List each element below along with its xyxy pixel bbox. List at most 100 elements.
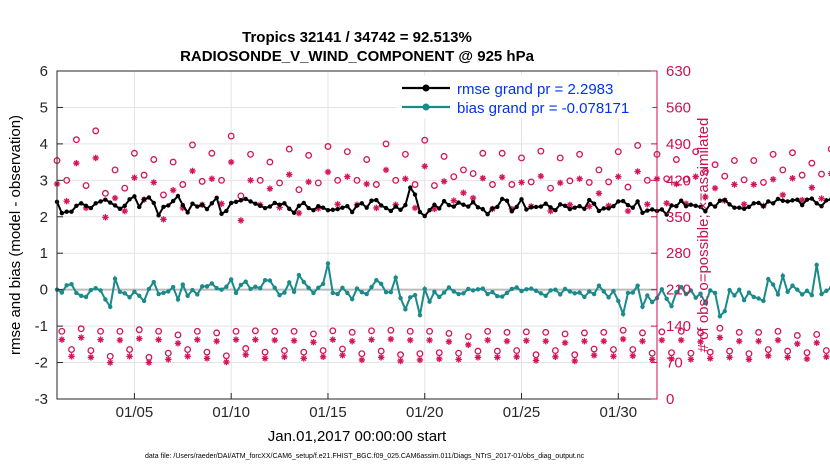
- obs-assimilated-point: [740, 201, 748, 208]
- bias-point: [587, 289, 592, 294]
- bias-point: [625, 290, 631, 296]
- obs-assimilated-point: [784, 354, 791, 361]
- obs-possible-point: [789, 149, 796, 157]
- bias-point: [616, 298, 621, 304]
- bias-point: [577, 290, 582, 295]
- obs-possible-point: [822, 347, 830, 355]
- obs-possible-point: [503, 328, 511, 336]
- rmse-point: [398, 207, 403, 213]
- obs-assimilated-point: [581, 338, 588, 345]
- rmse-point: [59, 210, 65, 216]
- obs-assimilated-point: [218, 200, 225, 207]
- legend-bias-marker: [422, 103, 430, 111]
- obs-possible-point: [121, 184, 129, 192]
- bias-point: [258, 286, 263, 291]
- rmse-point: [664, 212, 669, 217]
- rmse-point: [340, 205, 345, 210]
- obs-possible-point: [324, 143, 332, 150]
- bias-point: [137, 293, 142, 299]
- obs-possible-point: [735, 328, 743, 336]
- rmse-point: [620, 198, 626, 204]
- obs-possible-point: [218, 176, 225, 184]
- obs-assimilated-point: [252, 336, 259, 343]
- obs-possible-point: [411, 181, 419, 188]
- obs-assimilated-stroke: [281, 354, 288, 360]
- obs-possible-point: [106, 352, 114, 360]
- obs-possible-point: [97, 327, 104, 335]
- obs-possible-point: [372, 181, 380, 188]
- bias-point: [683, 291, 689, 297]
- obs-assimilated-point: [145, 359, 153, 366]
- obs-possible-point: [319, 347, 327, 355]
- obs-possible-point: [827, 145, 830, 153]
- obs-assimilated-point: [808, 184, 816, 191]
- obs-assimilated-point: [702, 193, 709, 201]
- bias-point: [751, 294, 756, 300]
- obs-possible-point: [174, 331, 182, 339]
- obs-assimilated-point: [673, 180, 680, 188]
- rmse-point: [799, 202, 805, 208]
- obs-possible-point: [295, 186, 303, 194]
- obs-assimilated-stroke: [59, 336, 65, 343]
- obs-assimilated-point: [208, 175, 216, 182]
- obs-assimilated-stroke: [334, 201, 341, 207]
- obs-assimilated-stroke: [518, 179, 525, 186]
- bias-point: [378, 281, 384, 287]
- obs-assimilated-stroke: [93, 155, 99, 161]
- obs-assimilated-stroke: [446, 339, 452, 345]
- obs-assimilated-point: [194, 336, 201, 343]
- rmse-point: [349, 209, 355, 215]
- obs-assimilated-point: [474, 354, 482, 361]
- obs-assimilated-stroke: [770, 176, 776, 182]
- bias-point: [674, 290, 679, 295]
- rmse-point: [432, 202, 437, 207]
- rmse-point: [524, 207, 529, 212]
- obs-assimilated-stroke: [513, 354, 520, 360]
- obs-assimilated-point: [77, 334, 85, 341]
- bias-point: [533, 288, 539, 293]
- rmse-point: [253, 201, 258, 206]
- obs-assimilated-stroke: [63, 198, 70, 204]
- obs-assimilated-stroke: [388, 336, 394, 342]
- obs-assimilated-stroke: [426, 337, 433, 343]
- obs-possible-point: [140, 171, 148, 179]
- obs-assimilated-stroke: [504, 338, 510, 344]
- obs-assimilated-stroke: [417, 357, 423, 363]
- obs-assimilated-stroke: [431, 206, 438, 212]
- obs-assimilated-stroke: [204, 355, 210, 362]
- obs-assimilated-stroke: [755, 338, 762, 344]
- obs-assimilated-stroke: [499, 174, 505, 180]
- rmse-point: [741, 206, 747, 211]
- obs-possible-point: [329, 327, 337, 335]
- obs-assimilated-point: [523, 337, 530, 344]
- bias-point: [156, 291, 161, 297]
- bias-point: [809, 292, 815, 298]
- obs-assimilated-stroke: [615, 173, 621, 180]
- obs-assimilated-point: [227, 158, 235, 166]
- obs-assimilated-point: [281, 353, 288, 361]
- obs-possible-point: [416, 350, 424, 358]
- obs-assimilated-stroke: [247, 177, 254, 184]
- right-tick-label: 280: [666, 245, 691, 262]
- obs-possible-point: [460, 166, 467, 174]
- rmse-point: [635, 199, 640, 204]
- obs-assimilated-stroke: [383, 167, 389, 173]
- rmse-point: [756, 200, 761, 206]
- obs-possible-point: [169, 158, 177, 166]
- obs-assimilated-stroke: [586, 203, 592, 210]
- obs-assimilated-stroke: [262, 355, 268, 362]
- bias-point: [325, 261, 331, 266]
- obs-assimilated-point: [576, 175, 583, 182]
- bias-point: [509, 286, 515, 292]
- rmse-point: [785, 199, 790, 204]
- bias-point: [437, 294, 442, 300]
- bias-point: [311, 290, 316, 296]
- y-axis-label-right: # of obs: o=possible; ×=assimilated: [695, 118, 712, 353]
- bias-point: [620, 311, 626, 317]
- obs-possible-point: [518, 154, 525, 162]
- obs-assimilated-point: [189, 167, 196, 175]
- obs-assimilated-point: [750, 181, 757, 188]
- bias-point: [98, 288, 103, 293]
- chart-title-line1: Tropics 32141 / 34742 = 92.513%: [242, 29, 472, 46]
